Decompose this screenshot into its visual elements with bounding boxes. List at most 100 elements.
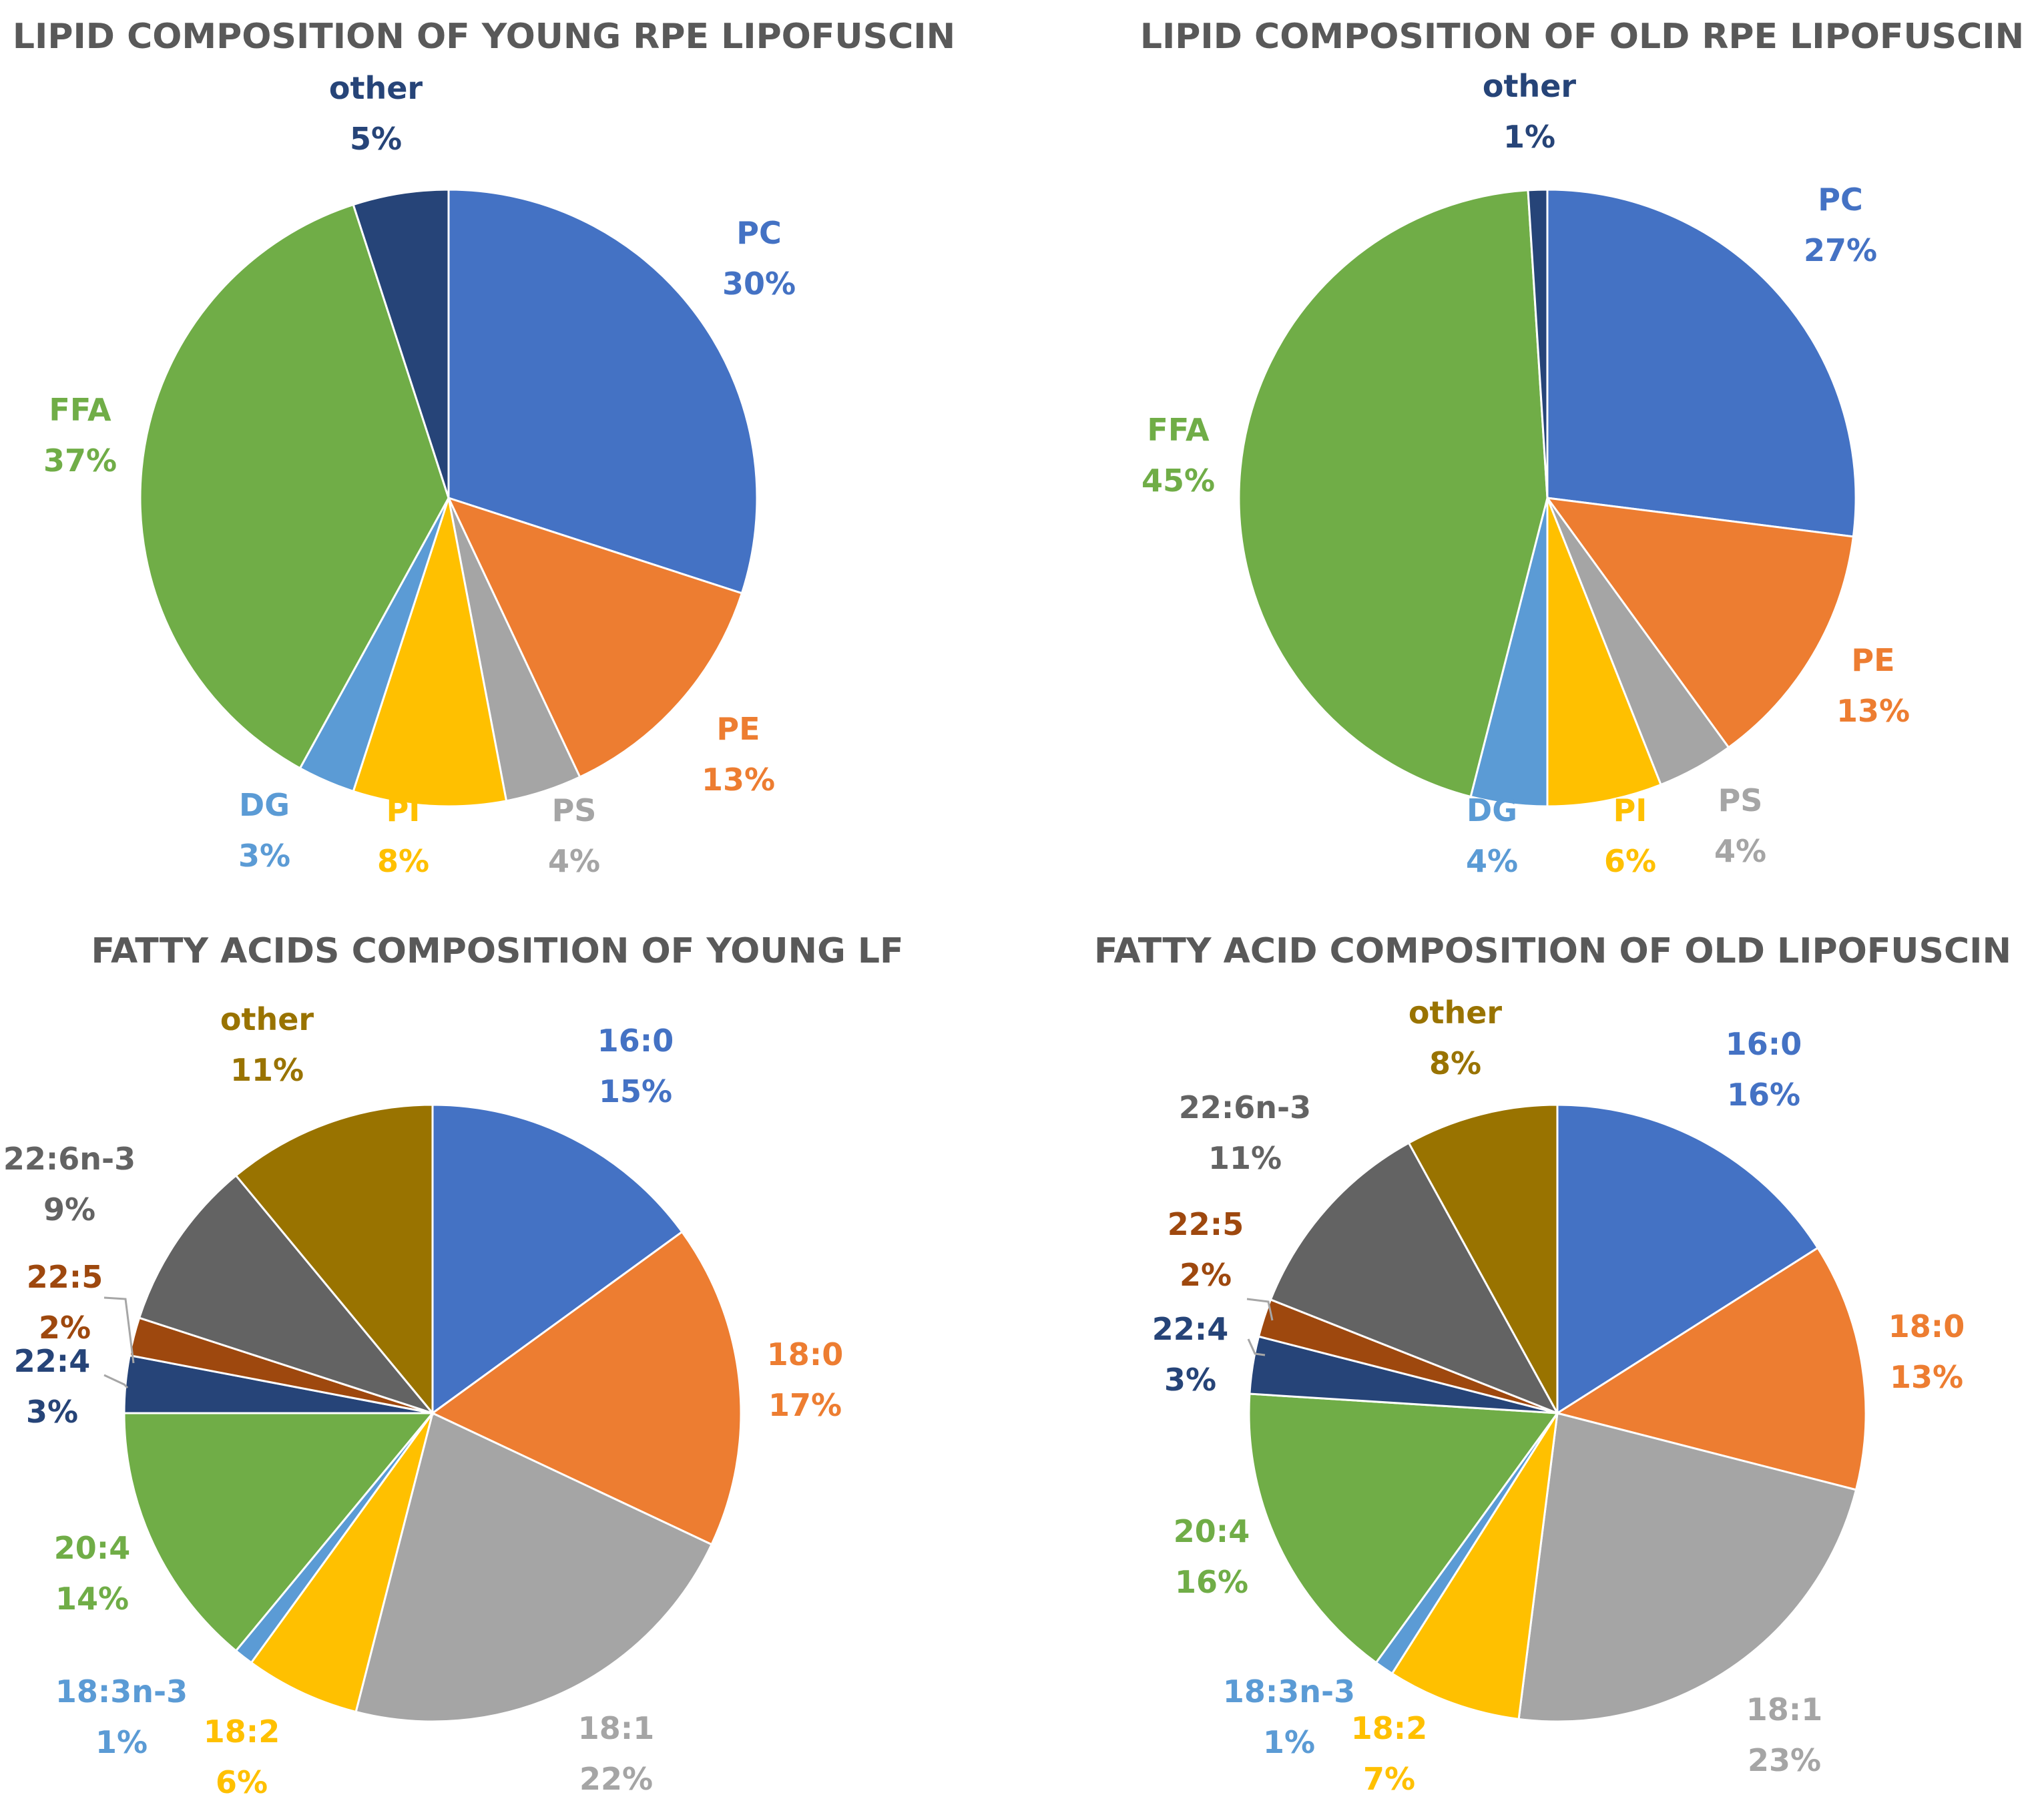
- data-label-value-18-2: 6%: [216, 1764, 268, 1800]
- data-label-value-22-5: 2%: [1180, 1257, 1232, 1293]
- data-label-value-other: 8%: [1429, 1045, 1481, 1081]
- pie-slice-22-6n-3: [138, 1174, 436, 1416]
- pie-slice-20-4: [1248, 1392, 1559, 1664]
- data-label-value-pc: 27%: [1804, 232, 1877, 268]
- pie-slice-pi: [352, 497, 508, 808]
- pie-slice-pc: [447, 188, 758, 595]
- data-label-name-ffa: FFA: [1147, 412, 1210, 448]
- leader-line-22-5: [103, 1296, 135, 1364]
- chart-title: FATTY ACID COMPOSITION OF OLD LIPOFUSCIN: [1094, 931, 2011, 971]
- pie-slice-18-0: [1555, 1246, 1867, 1491]
- data-label-value-22-5: 2%: [39, 1310, 91, 1346]
- data-label-name-pe: PE: [1851, 642, 1894, 678]
- data-label-name-ps: PS: [552, 792, 597, 828]
- data-label-value-pe: 13%: [1836, 693, 1910, 729]
- pie-chart-old-lipid: LIPID COMPOSITION OF OLD RPE LIPOFUSCIN P…: [1140, 17, 2024, 879]
- data-label-name-18-2: 18:2: [1351, 1710, 1427, 1746]
- data-label-value-16-0: 15%: [599, 1073, 672, 1109]
- data-label-value-dg: 4%: [1466, 843, 1518, 879]
- pie-slice-16-0: [1556, 1103, 1820, 1415]
- pie-slice-20-4: [123, 1412, 435, 1653]
- pie-slice-pe: [447, 496, 744, 779]
- data-label-name-other: other: [1409, 995, 1503, 1031]
- pie-slice-other: [234, 1103, 434, 1416]
- pie-slice-22-6n-3: [1269, 1141, 1560, 1415]
- pie-slice-18-1: [1517, 1412, 1858, 1723]
- data-label-name-22-4: 22:4: [14, 1343, 90, 1379]
- pie-slice-18-2: [1390, 1412, 1559, 1721]
- data-label-name-22-5: 22:5: [1168, 1206, 1244, 1242]
- data-label-name-18-1: 18:1: [1746, 1692, 1822, 1728]
- data-label-name-18-3n-3: 18:3n-3: [55, 1673, 188, 1710]
- data-label-name-16-0: 16:0: [597, 1023, 674, 1059]
- leader-line-22-4: [103, 1374, 129, 1389]
- data-label-value-other: 1%: [1503, 119, 1555, 155]
- data-label-value-22-6n-3: 9%: [43, 1192, 95, 1228]
- chart-title: FATTY ACIDS COMPOSITION OF YOUNG LF: [91, 931, 903, 971]
- pie-slice-pc: [1546, 188, 1857, 538]
- pie-slice-ffa: [1238, 189, 1549, 798]
- data-label-value-18-3n-3: 1%: [95, 1724, 148, 1760]
- data-label-name-other: other: [220, 1001, 314, 1037]
- data-label-name-dg: DG: [1467, 792, 1517, 828]
- data-label-value-22-4: 3%: [1164, 1362, 1216, 1398]
- data-label-value-pi: 8%: [377, 843, 429, 879]
- data-label-name-18-3n-3: 18:3n-3: [1223, 1673, 1355, 1710]
- pie-slice-pi: [1546, 497, 1663, 808]
- pie-chart-old-fatty-acids: FATTY ACID COMPOSITION OF OLD LIPOFUSCIN…: [1094, 931, 2011, 1797]
- data-label-value-22-6n-3: 11%: [1208, 1140, 1282, 1176]
- data-label-value-22-4: 3%: [26, 1394, 78, 1430]
- data-label-name-ffa: FFA: [49, 392, 111, 428]
- data-label-name-20-4: 20:4: [1174, 1513, 1250, 1549]
- data-label-value-20-4: 16%: [1175, 1564, 1248, 1600]
- data-label-name-18-2: 18:2: [204, 1714, 280, 1750]
- data-label-name-ps: PS: [1718, 782, 1763, 818]
- data-label-value-ps: 4%: [1714, 833, 1766, 869]
- data-label-value-18-1: 23%: [1748, 1742, 1821, 1778]
- pie-chart-young-fatty-acids: FATTY ACIDS COMPOSITION OF YOUNG LF 16:0 1…: [3, 931, 904, 1800]
- data-label-name-22-4: 22:4: [1152, 1311, 1228, 1347]
- data-label-name-pi: PI: [387, 792, 421, 828]
- data-label-value-dg: 3%: [238, 838, 290, 874]
- data-label-name-pc: PC: [1818, 182, 1862, 218]
- data-label-value-other: 11%: [230, 1052, 304, 1088]
- pie-slice-18-0: [431, 1230, 742, 1546]
- pie-slice-18-2: [250, 1412, 434, 1714]
- pie-slice-pe: [1545, 497, 1855, 749]
- leader-line-22-5: [1246, 1298, 1274, 1321]
- data-label-name-other: other: [1483, 68, 1577, 104]
- pie-slice-other: [1527, 188, 1549, 499]
- pie-slice-other: [352, 188, 450, 499]
- pie-slice-ffa: [139, 203, 450, 770]
- data-label-value-pi: 6%: [1604, 843, 1656, 879]
- data-label-value-20-4: 14%: [55, 1581, 129, 1617]
- data-label-value-18-0: 13%: [1890, 1359, 1963, 1395]
- data-label-value-pc: 30%: [722, 266, 796, 302]
- data-label-name-other: other: [329, 70, 423, 106]
- data-label-name-22-6n-3: 22:6n-3: [3, 1141, 136, 1177]
- chart-title: LIPID COMPOSITION OF YOUNG RPE LIPOFUSCI…: [13, 17, 955, 57]
- data-label-name-18-1: 18:1: [578, 1710, 654, 1746]
- pie-slice-other: [1407, 1103, 1559, 1414]
- pie-slice-16-0: [431, 1103, 684, 1415]
- data-label-value-pe: 13%: [702, 762, 775, 798]
- data-label-value-ps: 4%: [548, 843, 600, 879]
- data-label-name-18-0: 18:0: [1888, 1308, 1965, 1344]
- data-label-name-pc: PC: [736, 215, 781, 251]
- data-label-name-pi: PI: [1613, 792, 1647, 828]
- data-label-value-18-0: 17%: [768, 1387, 842, 1423]
- data-label-name-22-5: 22:5: [27, 1259, 103, 1295]
- data-label-value-ffa: 45%: [1141, 463, 1215, 499]
- data-label-value-18-2: 7%: [1363, 1761, 1415, 1797]
- data-label-value-ffa: 37%: [43, 443, 117, 479]
- leader-line-22-4: [1247, 1338, 1266, 1356]
- data-label-name-dg: DG: [239, 787, 290, 823]
- data-label-name-18-0: 18:0: [767, 1336, 843, 1372]
- pie-chart-young-lipid: LIPID COMPOSITION OF YOUNG RPE LIPOFUSCI…: [13, 17, 955, 879]
- data-label-name-pe: PE: [716, 711, 760, 747]
- data-label-name-22-6n-3: 22:6n-3: [1179, 1089, 1311, 1125]
- data-label-value-16-0: 16%: [1727, 1077, 1800, 1113]
- pie-slice-18-1: [354, 1411, 714, 1723]
- data-label-value-18-3n-3: 1%: [1263, 1724, 1315, 1760]
